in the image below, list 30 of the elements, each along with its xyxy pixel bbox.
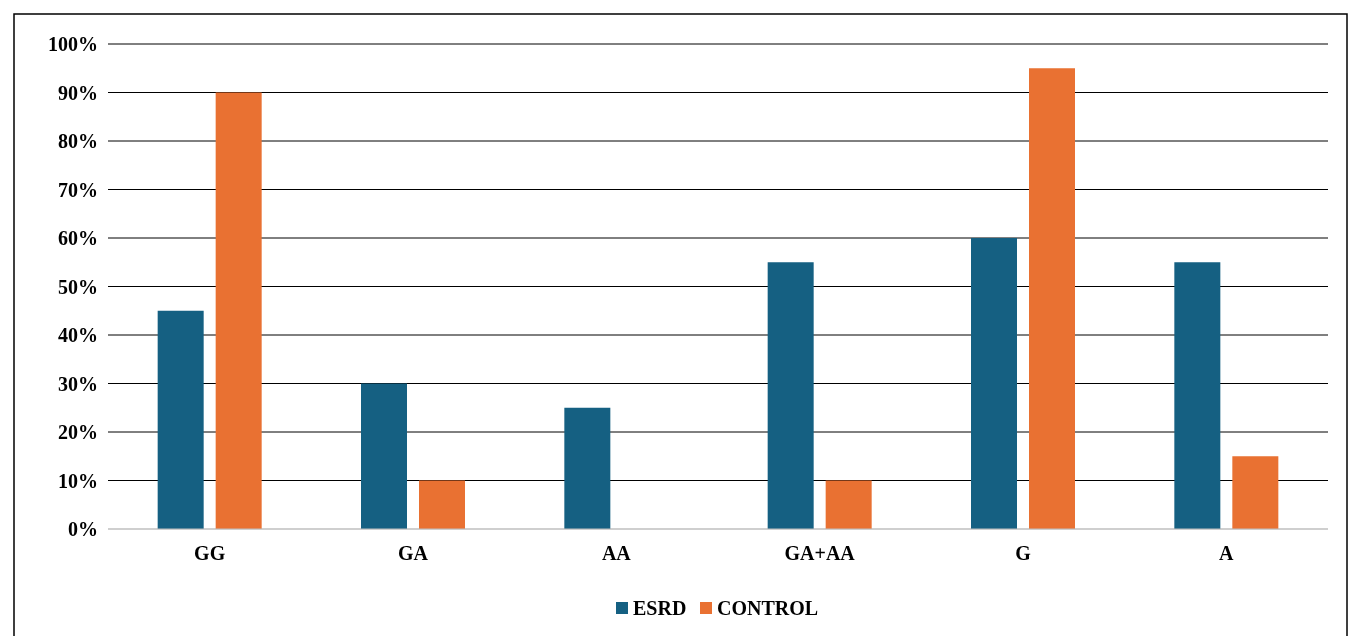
x-tick-label: A [1219, 542, 1235, 564]
x-tick-label: GG [194, 542, 226, 564]
bar [157, 310, 204, 529]
y-tick-label: 80% [58, 130, 98, 152]
y-tick-label: 10% [58, 469, 98, 492]
bar [1174, 262, 1221, 529]
y-tick-label: 50% [58, 275, 98, 298]
legend-label: CONTROL [717, 597, 819, 619]
bar [215, 92, 262, 529]
bar [361, 383, 407, 529]
y-tick-label: 20% [58, 421, 98, 443]
y-tick-label: 90% [58, 81, 98, 104]
y-tick-label: 60% [58, 227, 98, 249]
bar [1232, 456, 1279, 529]
bar [419, 480, 465, 529]
y-tick-label: 100% [48, 33, 98, 55]
legend-label: ESRD [633, 597, 687, 619]
y-tick-label: 0% [68, 518, 98, 540]
x-tick-label: GA+AA [784, 542, 856, 564]
y-tick-label: 70% [58, 178, 98, 201]
bar [1029, 68, 1075, 529]
bar [971, 238, 1017, 529]
x-tick-label: G [1015, 542, 1032, 564]
bar [825, 480, 872, 529]
y-tick-label: 40% [58, 324, 98, 346]
bar [564, 407, 611, 529]
x-tick-label: AA [601, 542, 632, 564]
y-tick-label: 30% [58, 372, 98, 395]
bar [767, 262, 814, 529]
x-tick-label: GA [398, 542, 429, 564]
